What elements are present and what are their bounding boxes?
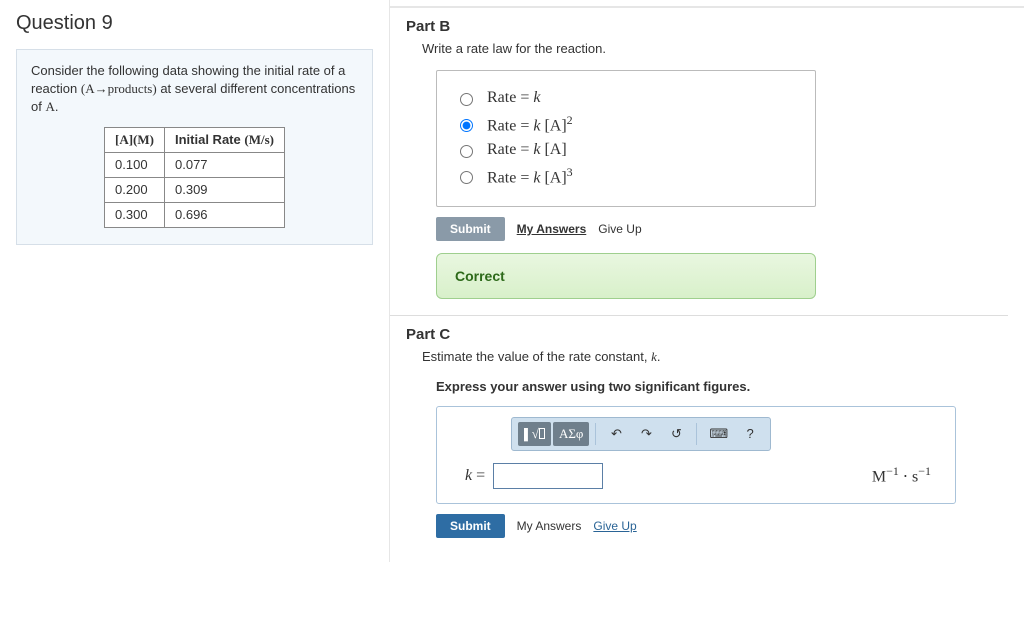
greek-button[interactable]: ΑΣφ [553,422,589,446]
radio-input[interactable] [460,119,473,132]
radio-group: Rate = k Rate = k [A]2 Rate = k [A] Rate… [436,70,816,207]
radio-input[interactable] [460,93,473,106]
variable-label: k = [465,467,485,485]
table-row: 0.100 0.077 [105,152,285,177]
part-c-instruction: Express your answer using two significan… [436,379,1008,394]
submit-button[interactable]: Submit [436,514,505,538]
submit-button[interactable]: Submit [436,217,505,241]
part-c-prompt: Estimate the value of the rate constant,… [422,349,1008,365]
answer-box: ▌√ ΑΣφ ↶ ↷ ↺ ⌨ ? k = M−1 ⋅ s−1 [436,406,956,504]
part-b-title: Part B [406,18,1008,35]
my-answers-link[interactable]: My Answers [517,222,587,236]
radio-option-1[interactable]: Rate = k [455,89,797,107]
keyboard-icon: ⌨ [709,426,728,442]
table-header: Initial Rate (M/s) [165,127,285,152]
my-answers-link[interactable]: My Answers [517,519,582,533]
radio-option-4[interactable]: Rate = k [A]3 [455,165,797,187]
question-sidebar: Question 9 Consider the following data s… [0,0,390,562]
redo-button[interactable]: ↷ [632,422,660,446]
context-box: Consider the following data showing the … [16,49,373,245]
keyboard-button[interactable]: ⌨ [703,422,734,446]
radio-option-3[interactable]: Rate = k [A] [455,141,797,159]
question-title: Question 9 [16,12,373,35]
equation-toolbar: ▌√ ΑΣφ ↶ ↷ ↺ ⌨ ? [511,417,771,451]
help-button[interactable]: ? [736,422,764,446]
radio-input[interactable] [460,145,473,158]
divider [390,315,1008,316]
table-header: [A](M) [105,127,165,152]
give-up-link[interactable]: Give Up [593,519,636,533]
table-row: 0.300 0.696 [105,203,285,228]
toolbar-separator [595,423,596,445]
parts-panel: Part B Write a rate law for the reaction… [390,6,1024,562]
radio-label: Rate = k [487,89,540,107]
radio-label: Rate = k [A]2 [487,113,573,135]
part-c-title: Part C [406,326,1008,343]
reset-button[interactable]: ↺ [662,422,690,446]
part-b-prompt: Write a rate law for the reaction. [422,41,1008,56]
context-text: Consider the following data showing the … [31,62,358,117]
give-up-link[interactable]: Give Up [598,222,641,236]
data-table: [A](M) Initial Rate (M/s) 0.100 0.077 0.… [104,127,285,229]
radio-label: Rate = k [A]3 [487,165,573,187]
radio-label: Rate = k [A] [487,141,567,159]
toolbar-separator [696,423,697,445]
undo-button[interactable]: ↶ [602,422,630,446]
radio-input[interactable] [460,171,473,184]
templates-button[interactable]: ▌√ [518,422,551,446]
feedback-correct: Correct [436,253,816,299]
radio-option-2[interactable]: Rate = k [A]2 [455,113,797,135]
answer-input[interactable] [493,463,603,489]
units-label: M−1 ⋅ s−1 [872,464,931,486]
table-row: 0.200 0.309 [105,177,285,202]
